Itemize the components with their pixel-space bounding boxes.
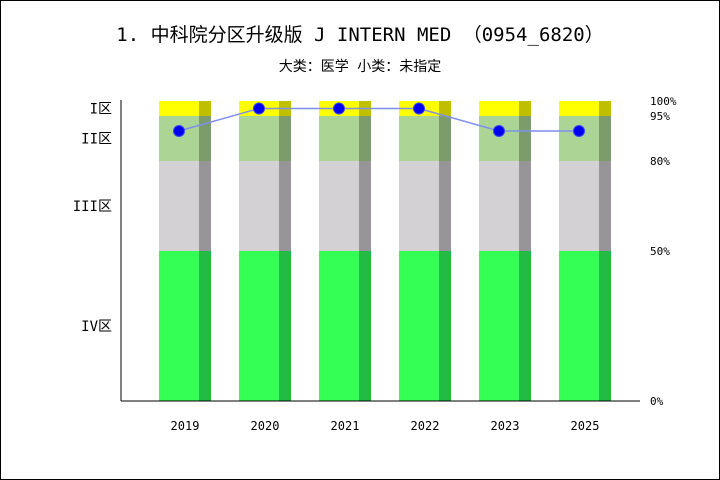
bar-segment-2019-zone-1 bbox=[159, 251, 199, 401]
series-point-2025 bbox=[573, 125, 585, 137]
bar-shade-2020-zone-2 bbox=[279, 161, 291, 251]
bar-shade-2019-zone-4 bbox=[199, 101, 211, 116]
bar-shade-2025-zone-4 bbox=[599, 101, 611, 116]
bar-shade-2023-zone-4 bbox=[519, 101, 531, 116]
bar-segment-2023-zone-1 bbox=[479, 251, 519, 401]
right-tick-label-0: 0% bbox=[650, 395, 664, 408]
series-point-2021 bbox=[333, 102, 345, 115]
bar-segment-2021-zone-2 bbox=[319, 161, 359, 251]
x-tick-label-2019: 2019 bbox=[171, 419, 200, 433]
bar-shade-2019-zone-3 bbox=[199, 116, 211, 161]
zone-label-2: III区 bbox=[73, 199, 112, 215]
bar-segment-2019-zone-2 bbox=[159, 161, 199, 251]
right-tick-label-3: 95% bbox=[650, 110, 670, 123]
right-tick-label-2: 80% bbox=[650, 155, 670, 168]
bar-shade-2023-zone-3 bbox=[519, 116, 531, 161]
right-tick-label-1: 50% bbox=[650, 245, 670, 258]
bar-segment-2025-zone-3 bbox=[559, 116, 599, 161]
bar-segment-2019-zone-3 bbox=[159, 116, 199, 161]
bar-segment-2019-zone-4 bbox=[159, 101, 199, 116]
bar-segment-2020-zone-2 bbox=[239, 161, 279, 251]
bar-shade-2022-zone-1 bbox=[439, 251, 451, 401]
zone-label-1: IV区 bbox=[81, 319, 112, 335]
bar-segment-2021-zone-3 bbox=[319, 116, 359, 161]
series-point-2020 bbox=[253, 102, 265, 115]
bar-shade-2019-zone-2 bbox=[199, 161, 211, 251]
series-point-2022 bbox=[413, 102, 425, 115]
bar-shade-2020-zone-3 bbox=[279, 116, 291, 161]
series-line bbox=[178, 107, 579, 132]
x-tick-label-2020: 2020 bbox=[251, 419, 280, 433]
x-tick-label-2021: 2021 bbox=[331, 419, 360, 433]
chart-subtitle: 大类：医学 小类：未指定 bbox=[278, 59, 442, 75]
bar-shade-2021-zone-1 bbox=[359, 251, 371, 401]
bar-shade-2022-zone-3 bbox=[439, 116, 451, 161]
bar-shade-2020-zone-1 bbox=[279, 251, 291, 401]
bar-shade-2021-zone-3 bbox=[359, 116, 371, 161]
bar-segment-2025-zone-4 bbox=[559, 101, 599, 116]
bar-segment-2023-zone-2 bbox=[479, 161, 519, 251]
bar-segment-2022-zone-3 bbox=[399, 116, 439, 161]
bar-shade-2025-zone-1 bbox=[599, 251, 611, 401]
bar-segment-2021-zone-1 bbox=[319, 251, 359, 401]
bar-shade-2022-zone-2 bbox=[439, 161, 451, 251]
zone-label-4: I区 bbox=[90, 102, 112, 118]
series-point-2023 bbox=[493, 125, 505, 137]
bar-segment-2023-zone-4 bbox=[479, 101, 519, 116]
x-tick-label-2023: 2023 bbox=[491, 419, 520, 433]
bar-shade-2025-zone-2 bbox=[599, 161, 611, 251]
bar-segment-2022-zone-2 bbox=[399, 161, 439, 251]
bar-segment-2025-zone-2 bbox=[559, 161, 599, 251]
right-tick-label-4: 100% bbox=[650, 95, 677, 108]
bar-shade-2023-zone-2 bbox=[519, 161, 531, 251]
bar-segment-2025-zone-1 bbox=[559, 251, 599, 401]
bar-shade-2025-zone-3 bbox=[599, 116, 611, 161]
zone-label-3: II区 bbox=[81, 132, 112, 148]
bar-segment-2023-zone-3 bbox=[479, 116, 519, 161]
bar-shade-2021-zone-2 bbox=[359, 161, 371, 251]
bar-shade-2022-zone-4 bbox=[439, 101, 451, 116]
bar-shade-2023-zone-1 bbox=[519, 251, 531, 401]
bar-segment-2020-zone-1 bbox=[239, 251, 279, 401]
chart-title: 1. 中科院分区升级版 J INTERN MED （0954_6820） bbox=[116, 24, 604, 46]
series-point-2019 bbox=[173, 125, 185, 137]
bar-segment-2020-zone-3 bbox=[239, 116, 279, 161]
x-tick-label-2022: 2022 bbox=[411, 419, 440, 433]
x-tick-label-2025: 2025 bbox=[571, 419, 600, 433]
bar-shade-2019-zone-1 bbox=[199, 251, 211, 401]
bar-segment-2022-zone-1 bbox=[399, 251, 439, 401]
